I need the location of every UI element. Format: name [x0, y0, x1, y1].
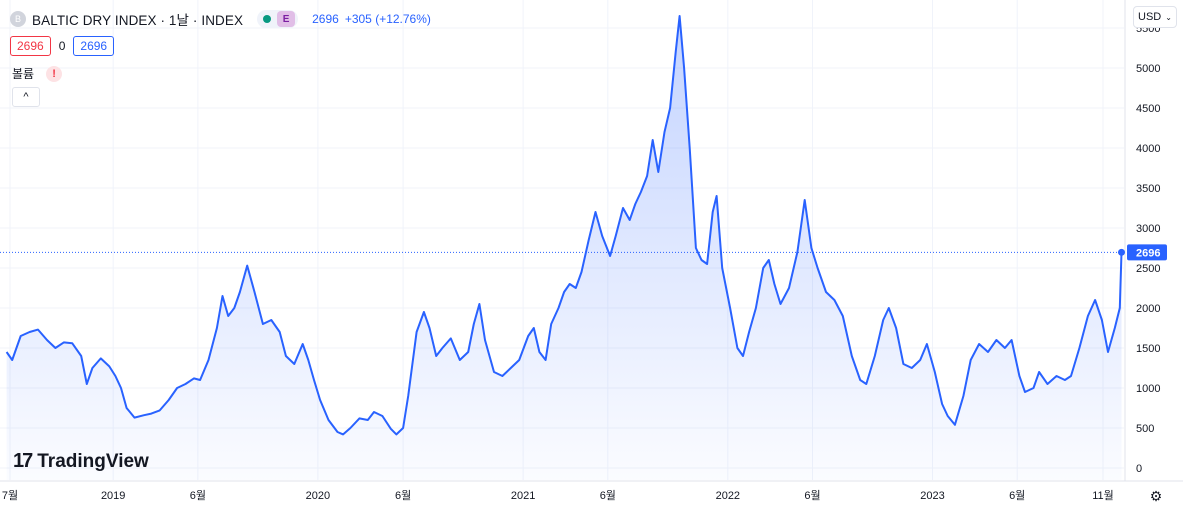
x-tick-label: 6월 — [1009, 489, 1025, 502]
x-tick-label: 6월 — [395, 489, 411, 502]
x-axis: 7월 2019 6월 2020 6월 2021 6월 2022 6월 2023 6월 11월 — [2, 489, 1114, 502]
x-tick-label: 11월 — [1092, 489, 1114, 502]
symbol-title[interactable]: BALTIC DRY INDEX · 1날 · INDEX — [32, 13, 244, 28]
last-price-tag: 2696 — [1127, 244, 1167, 261]
tradingview-mark-icon: 17 — [13, 450, 33, 472]
warning-icon[interactable]: ! — [46, 65, 63, 82]
x-tick-label: 6월 — [600, 489, 616, 502]
ohlc-row: 2696 0 2696 — [10, 36, 115, 56]
x-tick-label: 2023 — [920, 490, 944, 502]
spread-value: 0 — [58, 39, 66, 53]
volume-row: 볼륨 ! — [12, 65, 63, 82]
y-tick-label: 4000 — [1136, 143, 1160, 155]
series-line — [5, 15, 1123, 436]
collapse-legend-button[interactable]: ^ — [12, 87, 40, 107]
x-tick-label: 2019 — [101, 490, 125, 502]
chart-legend: B BALTIC DRY INDEX · 1날 · INDEX E 2696 +… — [10, 9, 431, 29]
status-pills[interactable]: E — [257, 10, 299, 28]
x-tick-label: 6월 — [190, 489, 206, 502]
series-area-fill — [6, 16, 1122, 480]
x-tick-label: 2021 — [511, 490, 535, 502]
change-value: +305 (+12.76%) — [344, 12, 431, 26]
sell-price-box[interactable]: 2696 — [10, 36, 51, 56]
y-tick-label: 2500 — [1136, 263, 1160, 275]
y-tick-label: 4500 — [1136, 103, 1160, 115]
currency-button[interactable]: USD ⌄ — [1133, 6, 1177, 28]
y-tick-label: 500 — [1136, 423, 1154, 435]
y-tick-label: 1500 — [1136, 343, 1160, 355]
last-value: 2696 — [312, 12, 339, 26]
y-tick-label: 0 — [1136, 463, 1142, 475]
y-tick-label: 2000 — [1136, 303, 1160, 315]
buy-price-box[interactable]: 2696 — [73, 36, 115, 56]
x-tick-label: 7월 — [2, 489, 18, 502]
currency-label: USD — [1138, 11, 1162, 23]
chevron-up-icon: ^ — [23, 91, 29, 103]
x-tick-label: 2020 — [306, 490, 330, 502]
y-tick-label: 1000 — [1136, 383, 1160, 395]
settings-gear-icon[interactable]: ⚙ — [1149, 487, 1163, 504]
last-price-tag-label: 2696 — [1136, 247, 1160, 259]
tradingview-wordmark: TradingView — [37, 450, 149, 472]
event-badge[interactable]: E — [277, 11, 296, 27]
x-tick-label: 2022 — [716, 490, 740, 502]
tradingview-logo[interactable]: 17 TradingView — [13, 450, 149, 473]
y-tick-label: 3000 — [1136, 223, 1160, 235]
volume-label[interactable]: 볼륨 — [12, 67, 35, 81]
last-price-dot — [1118, 248, 1126, 256]
market-status-dot-icon[interactable] — [263, 15, 272, 23]
chevron-down-icon: ⌄ — [1165, 12, 1172, 22]
y-tick-label: 3500 — [1136, 183, 1160, 195]
x-tick-label: 6월 — [804, 489, 820, 502]
y-tick-label: 5000 — [1136, 63, 1160, 75]
symbol-logo-icon[interactable]: B — [10, 11, 26, 27]
